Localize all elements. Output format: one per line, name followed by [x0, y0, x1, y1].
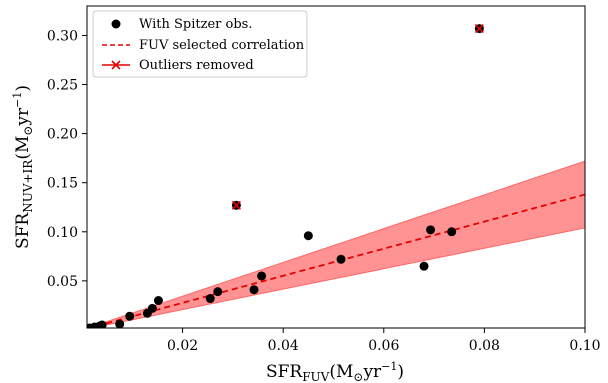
x-tick-label: 0.02	[167, 338, 198, 354]
legend-label-correlation: FUV selected correlation	[139, 38, 305, 53]
correlation-line	[87, 193, 585, 328]
y-ticks: 0.05 0.10 0.15 0.20 0.25 0.30	[47, 28, 87, 290]
points-layer	[87, 24, 484, 328]
plot-frame	[86, 5, 586, 329]
legend-x-marker	[111, 60, 121, 70]
legend-label-outliers: Outliers removed	[139, 58, 254, 73]
x-tick-label: 0.06	[368, 338, 399, 354]
outlier-marker	[231, 200, 241, 210]
data-point	[97, 320, 107, 328]
x-ticks: 0.02 0.04 0.06 0.08 0.10	[167, 328, 601, 354]
data-point	[249, 285, 259, 295]
outlier-marker	[474, 24, 484, 34]
y-tick-label: 0.10	[47, 225, 78, 241]
data-point	[336, 254, 346, 264]
legend-dot-marker	[111, 19, 121, 29]
correlation-line-layer	[87, 193, 585, 328]
data-point	[125, 311, 135, 321]
y-tick-label: 0.20	[47, 127, 78, 143]
x-tick-label: 0.10	[569, 338, 600, 354]
confidence-band	[87, 160, 585, 328]
y-tick-label: 0.30	[47, 28, 78, 44]
y-axis-label: SFRNUV+IR(M⊙yr−1)	[11, 85, 35, 249]
y-tick-label: 0.05	[47, 274, 78, 290]
data-point	[205, 294, 215, 304]
y-tick-label: 0.15	[47, 176, 78, 192]
x-axis-label: SFRFUV(M⊙yr−1)	[266, 360, 404, 383]
data-point	[447, 227, 457, 237]
data-point	[147, 303, 157, 313]
legend-box	[92, 10, 308, 78]
data-point	[115, 319, 125, 328]
y-tick-label: 0.25	[47, 78, 78, 94]
legend: With Spitzer obs. FUV selected correlati…	[92, 10, 308, 78]
data-point	[426, 225, 436, 235]
x-tick-label: 0.04	[268, 338, 299, 354]
confidence-band-layer	[87, 160, 585, 328]
data-point	[419, 261, 429, 271]
data-point	[303, 231, 313, 241]
data-point	[257, 271, 267, 281]
data-point	[153, 296, 163, 306]
x-tick-label: 0.08	[469, 338, 500, 354]
legend-label-spitzer: With Spitzer obs.	[139, 17, 252, 32]
data-point	[213, 287, 223, 297]
